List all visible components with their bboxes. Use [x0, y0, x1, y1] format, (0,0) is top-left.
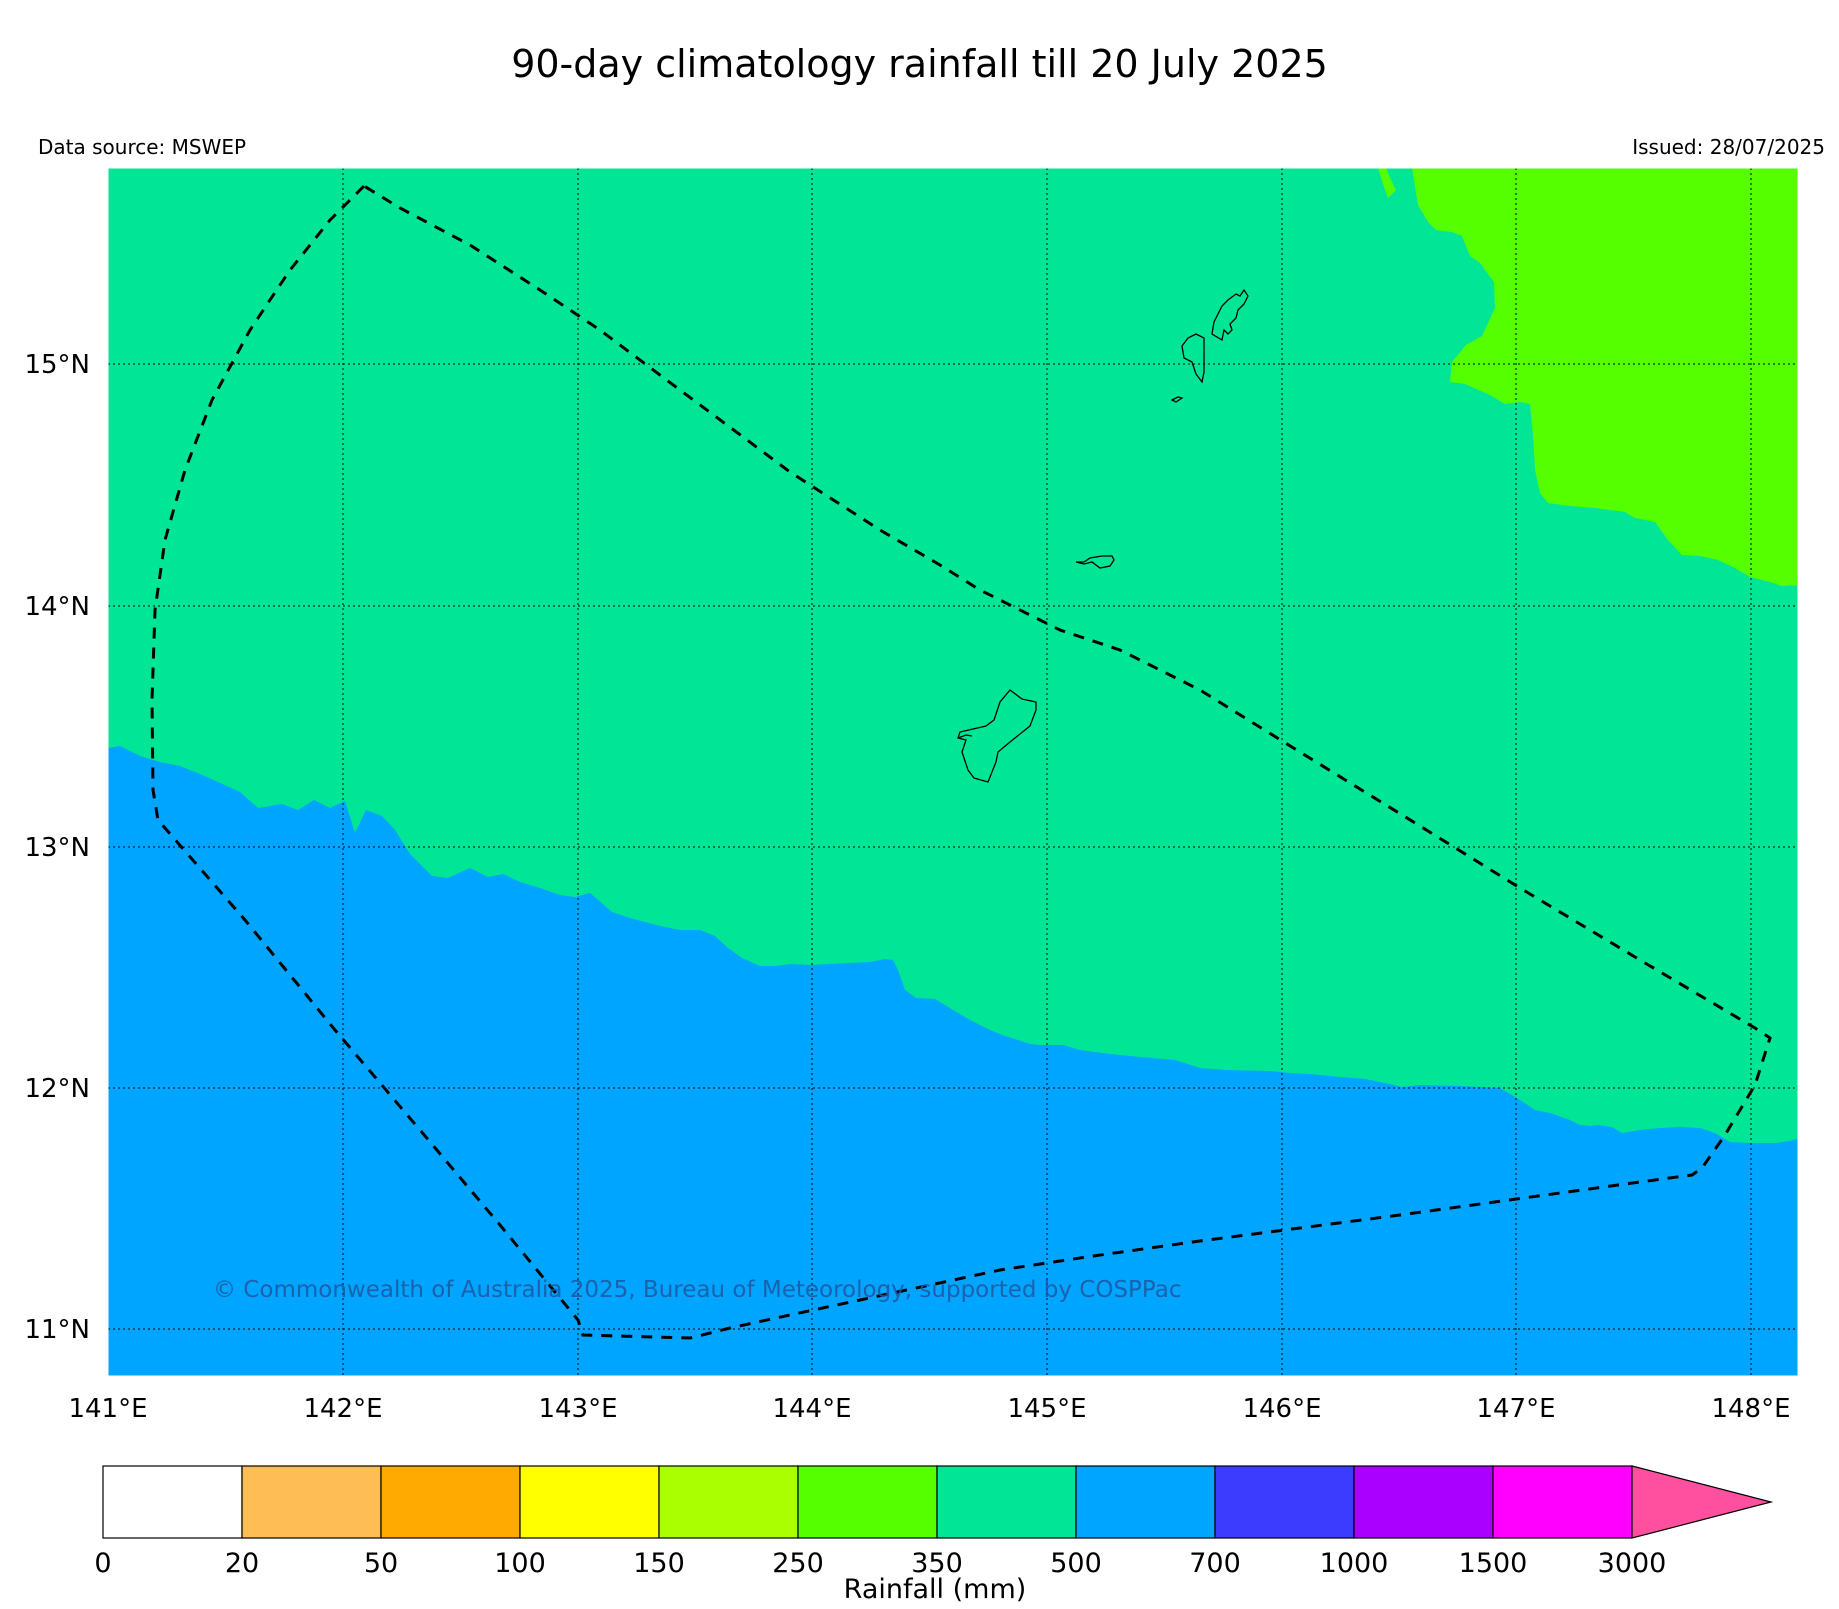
lon-label-143: 143°E	[538, 1394, 617, 1424]
lat-label-12: 12°N	[24, 1074, 90, 1104]
lon-label-144: 144°E	[772, 1394, 851, 1424]
colorbar-tick-label: 250	[772, 1548, 824, 1579]
island-rota	[1075, 555, 1115, 569]
colorbar-tick-label: 150	[633, 1548, 685, 1579]
lon-label-147: 147°E	[1476, 1394, 1555, 1424]
colorbar-label: Rainfall (mm)	[844, 1574, 1027, 1605]
island-aguijan	[1170, 396, 1184, 403]
lon-label-148: 148°E	[1711, 1394, 1790, 1424]
island-guam	[957, 689, 1037, 783]
lon-label-142: 142°E	[303, 1394, 382, 1424]
lat-label-15: 15°N	[24, 350, 90, 380]
colorbar-swatch	[797, 1465, 938, 1539]
data-source: Data source: MSWEP	[38, 135, 247, 159]
issued-date: Issued: 28/07/2025	[1632, 135, 1825, 159]
colorbar: 0 20 50 100 150 250 350 500 700 1000 1500 3000	[94, 1465, 1774, 1579]
colorbar-swatch	[658, 1465, 799, 1539]
colorbar-tick-label: 50	[364, 1548, 398, 1579]
island-outlines	[957, 288, 1249, 783]
colorbar-tick-label: 20	[225, 1548, 259, 1579]
latitude-labels: 15°N 14°N 13°N 12°N 11°N	[24, 350, 90, 1345]
graticule	[108, 168, 1798, 1376]
colorbar-swatch	[936, 1465, 1077, 1539]
map-area	[108, 168, 1798, 1376]
colorbar-swatch	[1075, 1465, 1216, 1539]
colorbar-swatch	[519, 1465, 660, 1539]
lat-label-14: 14°N	[24, 592, 90, 622]
colorbar-tick-label: 350	[911, 1548, 963, 1579]
colorbar-swatch	[102, 1465, 243, 1539]
lat-label-13: 13°N	[24, 833, 90, 863]
colorbar-tick-label: 0	[94, 1548, 111, 1579]
region-250-350	[1378, 168, 1798, 586]
colorbar-tick-label: 1000	[1320, 1548, 1389, 1579]
colorbar-swatch	[1353, 1465, 1494, 1539]
colorbar-tick-label: 700	[1189, 1548, 1241, 1579]
island-saipan	[1211, 288, 1249, 342]
lon-label-146: 146°E	[1242, 1394, 1321, 1424]
lat-label-11: 11°N	[24, 1315, 90, 1345]
lon-label-145: 145°E	[1007, 1394, 1086, 1424]
copyright-text: © Commonwealth of Australia 2025, Bureau…	[213, 1277, 1182, 1303]
colorbar-tick-label: 500	[1050, 1548, 1102, 1579]
island-tinian	[1181, 333, 1205, 384]
lon-label-141: 141°E	[68, 1394, 147, 1424]
colorbar-tick-label: 100	[494, 1548, 546, 1579]
colorbar-swatch	[380, 1465, 521, 1539]
colorbar-tick-label: 3000	[1598, 1548, 1667, 1579]
colorbar-swatch	[1214, 1465, 1355, 1539]
colorbar-swatch	[1492, 1465, 1633, 1539]
longitude-labels: 141°E 142°E 143°E 144°E 145°E 146°E 147°…	[68, 1394, 1790, 1424]
eez-boundary	[150, 184, 1772, 1340]
colorbar-extension	[1631, 1465, 1774, 1539]
map-title: 90-day climatology rainfall till 20 July…	[511, 42, 1328, 86]
colorbar-swatch	[241, 1465, 382, 1539]
map-frame	[107, 167, 1799, 1377]
colorbar-tick-label: 1500	[1459, 1548, 1528, 1579]
